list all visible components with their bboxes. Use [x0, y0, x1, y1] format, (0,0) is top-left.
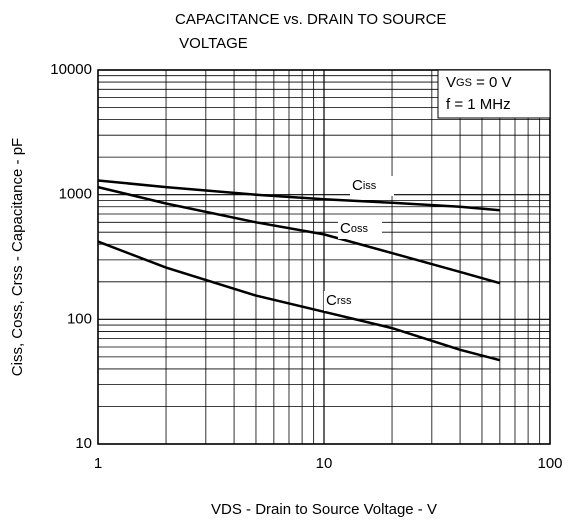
series-label: Coss [340, 220, 368, 237]
series-label: Ciss [352, 177, 377, 194]
annotation-box [437, 69, 551, 119]
y-tick-label: 10000 [50, 61, 92, 78]
x-tick-label: 1 [94, 455, 102, 472]
chart-title: CAPACITANCE vs. DRAIN TO SOURCE VOLTAGE [175, 11, 446, 52]
series-line [97, 179, 501, 212]
x-tick-label: 100 [537, 455, 562, 472]
y-tick-label: 10 [75, 435, 92, 452]
plot-frame [97, 69, 551, 445]
series-line [97, 185, 501, 285]
annotation: f = 1 MHz [446, 96, 511, 113]
x-tick-label: 10 [316, 455, 333, 472]
x-axis-label: VDS - Drain to Source Voltage - V [211, 501, 437, 518]
annotation: VGS = 0 V [446, 74, 512, 91]
y-axis-label: Ciss, Coss, Crss - Capacitance - pF [9, 138, 26, 376]
y-tick-label: 1000 [59, 186, 92, 203]
series-label-bg [324, 291, 368, 311]
series-line [97, 240, 501, 362]
series-label-bg [338, 219, 382, 239]
y-tick-label: 100 [67, 310, 92, 327]
series-label-bg [350, 176, 394, 196]
series-label: Crss [326, 292, 352, 309]
